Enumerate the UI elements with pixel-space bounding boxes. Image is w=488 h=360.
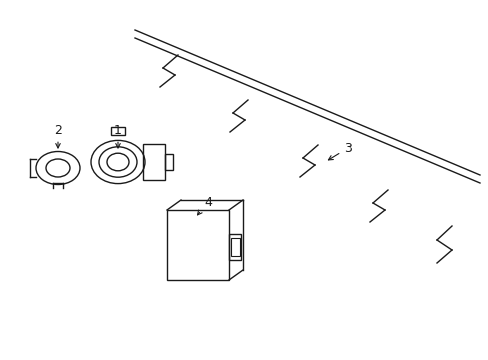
- Bar: [167, 210, 228, 280]
- Text: 2: 2: [54, 123, 62, 148]
- Bar: [111, 127, 125, 135]
- Bar: [142, 144, 164, 180]
- Bar: [164, 154, 173, 170]
- Text: 1: 1: [114, 123, 122, 148]
- Text: 3: 3: [328, 141, 351, 160]
- Bar: [230, 238, 240, 256]
- Bar: [228, 234, 241, 260]
- Text: 4: 4: [197, 195, 211, 215]
